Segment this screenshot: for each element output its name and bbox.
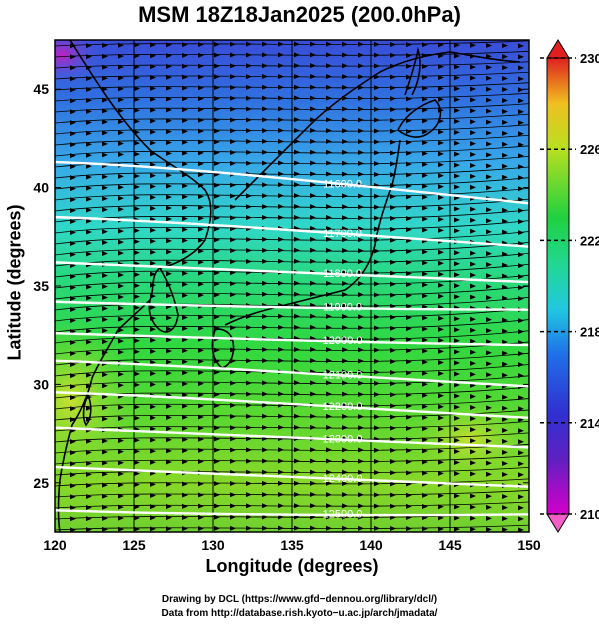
contour-label: 11900.0 bbox=[323, 302, 362, 314]
colorbar-label: 214 bbox=[580, 416, 599, 431]
y-tick-label: 30 bbox=[33, 376, 49, 392]
contour-label: 12400.0 bbox=[323, 473, 363, 485]
colorbar-min-triangle bbox=[547, 514, 569, 532]
contour-label: 12300.0 bbox=[323, 434, 363, 446]
cold-core-region bbox=[22, 25, 102, 85]
y-axis-label: Latitude (degrees) bbox=[5, 203, 26, 363]
x-tick-label: 135 bbox=[280, 537, 304, 553]
credit-drawing: Drawing by DCL (https://www.gfd−dennou.o… bbox=[0, 594, 599, 605]
colorbar-label: 226 bbox=[580, 142, 599, 157]
y-tick-label: 25 bbox=[33, 475, 49, 491]
y-tick-label: 35 bbox=[33, 278, 49, 294]
colorbar-scale bbox=[547, 58, 569, 514]
x-tick-label: 130 bbox=[201, 537, 225, 553]
x-tick-label: 120 bbox=[43, 537, 67, 553]
x-axis-label: Longitude (degrees) bbox=[55, 556, 529, 577]
colorbar-label: 210 bbox=[580, 507, 599, 522]
y-tick-label: 45 bbox=[33, 81, 49, 97]
x-tick-label: 145 bbox=[438, 537, 462, 553]
colorbar-label: 218 bbox=[580, 325, 599, 340]
colorbar-label: 230 bbox=[580, 51, 599, 66]
contour-label: 12200.0 bbox=[323, 401, 363, 413]
colorbar-max-triangle bbox=[547, 40, 569, 58]
contour-label: 11700.0 bbox=[323, 228, 362, 240]
colorbar: 210 214 218 222 226 230 bbox=[540, 40, 599, 532]
contour-label: 12500.0 bbox=[323, 508, 363, 520]
y-tick-label: 40 bbox=[33, 180, 49, 196]
credit-data: Data from http://database.rish.kyoto−u.a… bbox=[0, 608, 599, 619]
x-tick-label: 140 bbox=[359, 537, 383, 553]
x-tick-label: 125 bbox=[122, 537, 146, 553]
contour-label: 11800.0 bbox=[323, 268, 362, 280]
contour-label: 12000.0 bbox=[323, 335, 363, 347]
contour-label: 12100.0 bbox=[323, 370, 363, 382]
x-tick-label: 150 bbox=[517, 537, 541, 553]
colorbar-label: 222 bbox=[580, 233, 599, 248]
contour-label: 11600.0 bbox=[323, 179, 362, 191]
